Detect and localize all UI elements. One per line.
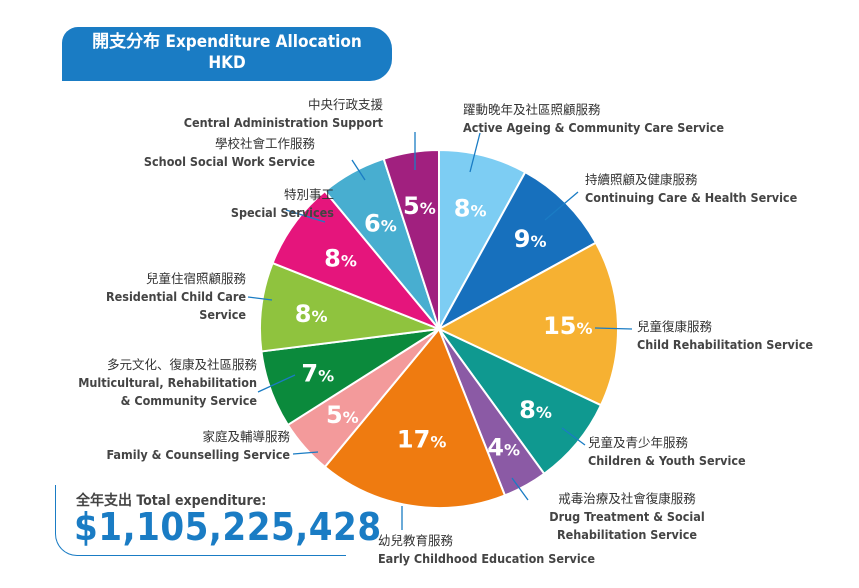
pie-slice (436, 241, 619, 407)
slice-label: 躍動晚年及社區照顧服務 Active Ageing & Community Car… (463, 101, 724, 137)
slice-label-en: Family & Counselling Service (106, 447, 290, 462)
leader-line (594, 327, 633, 330)
leader-line (351, 159, 366, 181)
slice-label-zh: 幼兒教育服務 (378, 533, 454, 548)
slice-label: 兒童住宿照顧服務 Residential Child Care Service (96, 270, 246, 324)
slice-percent-label: 8% (324, 244, 357, 272)
total-expenditure-box: 全年支出 Total expenditure: $1,105,225,428 (55, 485, 381, 556)
title-banner: 開支分布 Expenditure Allocation HKD (62, 27, 392, 81)
slice-label-en: School Social Work Service (143, 154, 315, 169)
slice-label-en: Active Ageing & Community Care Service (463, 120, 724, 135)
pie-slice (271, 189, 440, 330)
leader-line (511, 477, 529, 501)
slice-label-en: Drug Treatment & Social Rehabilitation S… (549, 509, 705, 542)
slice-percent-label: 7% (301, 360, 334, 388)
slice-percent-label: 8% (519, 396, 552, 424)
slice-label: 戒毒治療及社會復康服務 Drug Treatment & Social Rehab… (532, 490, 722, 544)
leader-line (561, 427, 586, 446)
leader-line (285, 209, 326, 223)
leader-line (257, 374, 296, 393)
slice-label: 家庭及輔導服務 Family & Counselling Service (106, 428, 290, 464)
chart-title: 開支分布 Expenditure Allocation (92, 32, 362, 52)
slice-percent-label: 5% (326, 401, 359, 429)
total-label: 全年支出 Total expenditure: (76, 493, 267, 509)
pie-slice (438, 148, 527, 330)
slice-label-zh: 兒童住宿照顧服務 (145, 271, 246, 286)
slice-label-zh: 躍動晚年及社區照顧服務 (463, 102, 601, 117)
slice-label: 多元文化、復康及社區服務 Multicultural, Rehabilitatio… (67, 356, 257, 410)
slice-label: 學校社會工作服務 School Social Work Service (144, 135, 315, 171)
slice-percent-label: 17% (397, 426, 446, 454)
slice-percent-label: 8% (454, 195, 487, 223)
leader-line (469, 132, 481, 173)
slice-percent-label: 8% (295, 300, 328, 328)
pie-slice (382, 148, 440, 330)
pie-slice (259, 261, 440, 353)
slice-label-zh: 戒毒治療及社會復康服務 (558, 491, 696, 506)
slice-label: 特別事工 Special Services (231, 186, 334, 222)
slice-label-en: Residential Child Care Service (105, 289, 246, 322)
total-value: $1,105,225,428 (74, 505, 382, 549)
pie-slice (323, 327, 507, 509)
slice-label-zh: 兒童復康服務 (637, 319, 713, 334)
pie-slice (438, 328, 603, 476)
slice-percent-label: 15% (543, 312, 592, 340)
slice-label-zh: 持續照顧及健康服務 (585, 172, 698, 187)
slice-percent-label: 9% (514, 225, 547, 253)
slice-label-en: Central Administration Support (183, 115, 383, 130)
slice-percent-label: 6% (364, 209, 397, 237)
chart-subtitle-currency: HKD (208, 53, 246, 73)
leader-line (292, 451, 319, 455)
slice-label-zh: 家庭及輔導服務 (202, 429, 290, 444)
slice-label-en: Multicultural, Rehabilitation & Communit… (78, 375, 257, 408)
slice-label: 中央行政支援 Central Administration Support (184, 96, 383, 132)
leader-line (247, 296, 273, 301)
slice-label-zh: 兒童及青少年服務 (588, 435, 689, 450)
slice-label-zh: 多元文化、復康及社區服務 (106, 357, 257, 372)
slice-label-en: Children & Youth Service (588, 453, 746, 468)
slice-percent-label: 5% (403, 192, 436, 220)
slice-label-zh: 學校社會工作服務 (214, 136, 315, 151)
slice-label-en: Early Childhood Education Service (378, 551, 595, 566)
slice-label-en: Child Rehabilitation Service (637, 337, 814, 352)
slice-label: 兒童復康服務 Child Rehabilitation Service (637, 318, 813, 354)
slice-label-zh: 中央行政支援 (307, 97, 383, 112)
slice-label-en: Special Services (230, 205, 334, 220)
slice-label-zh: 特別事工 (283, 187, 334, 202)
slice-percent-label: 4% (487, 434, 520, 462)
slice-label-en: Continuing Care & Health Service (585, 190, 798, 205)
slice-label: 兒童及青少年服務 Children & Youth Service (588, 434, 746, 470)
leader-line (544, 191, 579, 221)
slice-label: 幼兒教育服務 Early Childhood Education Service (378, 532, 595, 568)
slice-label: 持續照顧及健康服務 Continuing Care & Health Servic… (585, 171, 797, 207)
